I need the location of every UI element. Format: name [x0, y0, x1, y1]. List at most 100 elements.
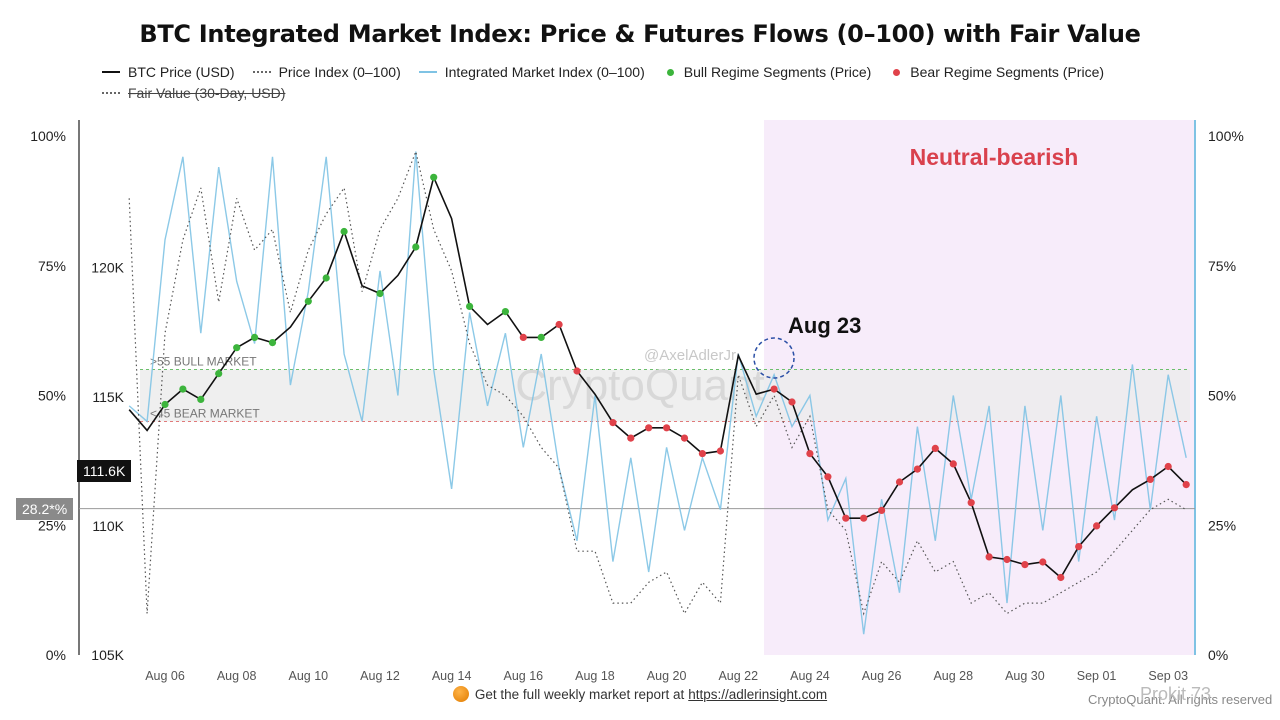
x-tick-label: Aug 22: [718, 669, 758, 683]
right-pct-tick-label: 25%: [1208, 517, 1236, 533]
bear-regime-point: [1075, 543, 1083, 551]
legend: BTC Price (USD) Price Index (0–100) Inte…: [102, 64, 1104, 80]
watermark-handle: @AxelAdlerJr: [644, 347, 736, 364]
bear-regime-point: [573, 367, 581, 375]
bull-regime-point: [304, 297, 312, 305]
right-pct-tick-label: 100%: [1208, 128, 1244, 144]
footer-link[interactable]: https://adlerinsight.com: [688, 686, 828, 702]
legend-label-bear: Bear Regime Segments (Price): [910, 64, 1105, 80]
watermark: CryptoQuant: [515, 361, 764, 410]
bear-regime-point: [860, 514, 868, 522]
legend-label-price-index: Price Index (0–100): [278, 64, 401, 80]
integrated-index-line: [128, 151, 1187, 635]
legend-label-bull: Bull Regime Segments (Price): [683, 64, 872, 80]
bear-regime-point: [770, 385, 778, 393]
bear-regime-point: [1093, 522, 1101, 530]
price-tick-label: 115K: [92, 389, 124, 405]
price-tick-label: 105K: [91, 647, 124, 663]
report-icon: [452, 686, 469, 702]
neutral-regime-band: [140, 369, 1190, 422]
x-tick-label: Aug 08: [217, 669, 257, 683]
bear-regime-point: [1164, 462, 1172, 471]
bear-regime-point: [824, 473, 832, 481]
legend-label-integrated: Integrated Market Index (0–100): [444, 64, 645, 80]
bull-regime-point: [251, 333, 259, 341]
bear-regime-point: [1182, 481, 1190, 489]
bull-regime-point: [161, 400, 169, 409]
legend-label-fair-value: Fair Value (30-Day, USD): [128, 85, 286, 101]
bear-regime-point: [645, 424, 653, 432]
bear-regime-point: [716, 447, 725, 455]
right-pct-tick-label: 0%: [1208, 647, 1228, 663]
bear-regime-point: [1039, 558, 1047, 566]
bear-regime-point: [519, 333, 527, 341]
bear-regime-point: [663, 424, 671, 432]
footer: Get the full weekly market report at htt…: [0, 686, 1280, 702]
bear-regime-point: [1003, 555, 1011, 564]
bull-regime-point: [430, 173, 438, 181]
price-tick-label: 120K: [91, 260, 124, 276]
current-price-tag: 111.6K: [77, 460, 132, 482]
bull-regime-point: [340, 227, 348, 236]
bull-regime-point: [537, 333, 545, 341]
legend-swatch-bull: [666, 68, 674, 76]
bull-regime-point: [501, 308, 509, 316]
legend-swatch-bear: [893, 68, 901, 76]
bull-regime-point: [179, 385, 187, 393]
aug23-highlight-circle: [753, 337, 795, 379]
neutral-bearish-label: Neutral-bearish: [910, 144, 1079, 170]
bull-regime-point: [197, 395, 205, 403]
x-tick-label: Aug 30: [1005, 669, 1045, 683]
current-index-tag: 28.2*%: [16, 498, 74, 520]
right-pct-tick-label: 75%: [1208, 258, 1236, 274]
bear-regime-point: [788, 398, 796, 406]
bear-threshold-label: <45 BEAR MARKET: [150, 406, 260, 420]
x-tick-label: Aug 28: [933, 669, 973, 683]
bear-regime-point: [609, 419, 617, 427]
bear-regime-point: [1057, 573, 1065, 582]
series-layer: [128, 149, 1190, 635]
footer-text: Get the full weekly market report at: [474, 686, 685, 702]
left-pct-tick-label: 75%: [38, 258, 66, 274]
bear-regime-point: [680, 434, 689, 442]
bear-regime-point: [878, 506, 886, 514]
brand-mark: Prokit 73: [1140, 684, 1212, 704]
bear-regime-point: [627, 434, 635, 442]
x-tick-label: Sep 01: [1077, 669, 1117, 683]
price-tick-label: 110K: [92, 518, 124, 534]
legend-swatch-price: [102, 71, 120, 73]
bear-regime-point: [842, 514, 850, 522]
axis-layer: Aug 06 Aug 08 Aug 10 Aug 12 Aug 14 Aug 16 Aug …: [30, 128, 1244, 683]
left-pct-tick-label: 0%: [46, 647, 66, 663]
x-tick-label: Aug 14: [432, 669, 472, 683]
bear-regime-point: [1146, 475, 1154, 483]
x-tick-label: Aug 12: [360, 669, 400, 683]
x-tick-label: Aug 16: [503, 669, 543, 683]
left-pct-tick-label: 100%: [30, 128, 66, 144]
bear-regime-point: [1110, 504, 1119, 512]
bull-regime-point: [268, 339, 277, 347]
bear-regime-point: [806, 450, 814, 458]
bull-regime-point: [376, 289, 384, 298]
bear-regime-point: [895, 478, 904, 486]
bull-regime-point: [215, 370, 223, 378]
x-tick-label: Aug 06: [145, 669, 185, 683]
bear-regime-point: [949, 460, 957, 468]
x-tick-label: Aug 18: [575, 669, 615, 683]
legend-row-2: Fair Value (30-Day, USD): [102, 85, 285, 101]
x-tick-label: Aug 24: [790, 669, 830, 683]
left-pct-tick-label: 25%: [38, 517, 66, 533]
aug23-annotation: Aug 23: [788, 313, 861, 338]
bull-threshold-label: >55 BULL MARKET: [150, 355, 257, 369]
bull-regime-point: [233, 344, 241, 352]
bear-regime-point: [913, 465, 922, 473]
left-pct-tick-label: 50%: [38, 388, 66, 404]
right-pct-tick-label: 50%: [1208, 388, 1236, 404]
bear-regime-point: [698, 450, 707, 458]
bull-regime-point: [412, 243, 420, 251]
x-tick-label: Aug 20: [647, 669, 687, 683]
bear-regime-point: [931, 444, 939, 452]
legend-label-price: BTC Price (USD): [128, 64, 235, 80]
copyright-text: CryptoQuant. All rights reserved: [1088, 692, 1273, 707]
